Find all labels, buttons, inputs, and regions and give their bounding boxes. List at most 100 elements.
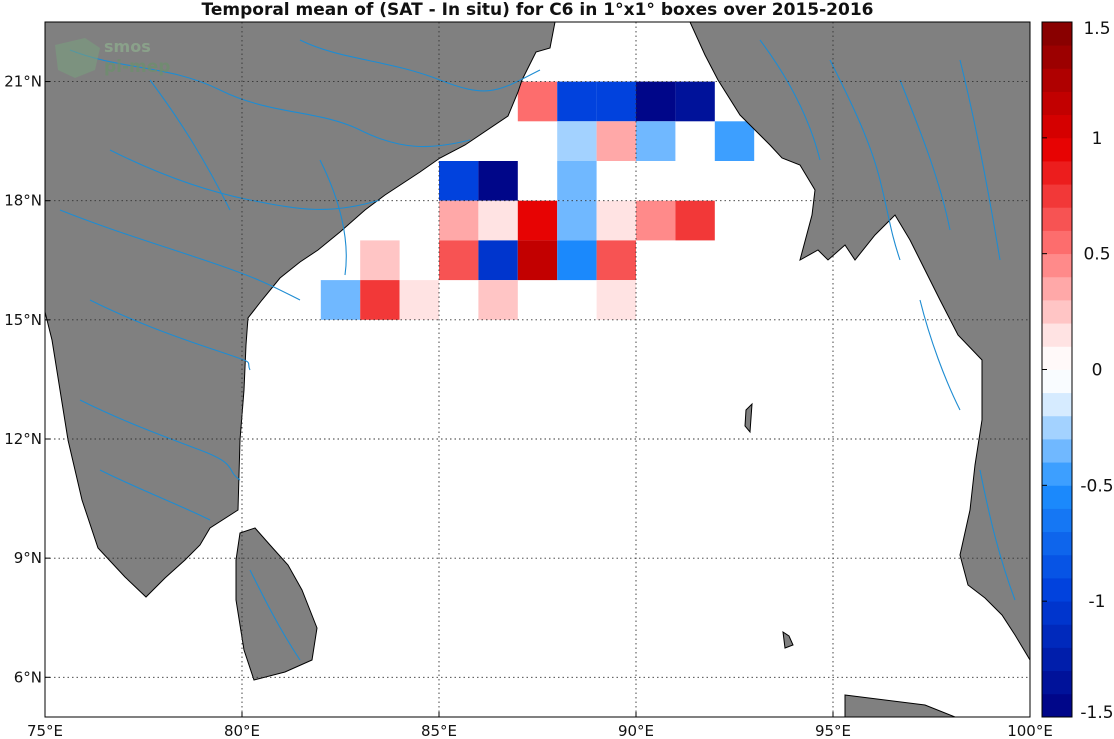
heatmap-cell-15 (557, 200, 597, 241)
colorbar-band-10 (1042, 462, 1072, 486)
land-indian-subcontinent (45, 22, 556, 598)
heatmap-cell-0 (517, 81, 558, 122)
colorbar-band-18 (1042, 276, 1072, 301)
colorbar-band-20 (1042, 230, 1072, 255)
logo-map-glyph (55, 38, 100, 78)
heatmap-cell-3 (636, 81, 676, 122)
colorbar-band-13 (1042, 392, 1072, 417)
colorbar-band-25 (1042, 114, 1072, 139)
colorbar-band-29 (1042, 22, 1072, 46)
map-title: Temporal mean of (SAT - In situ) for C6 … (201, 0, 874, 20)
land-bangladesh-myanmar (689, 22, 1030, 661)
heatmap-cell-19 (360, 240, 400, 281)
heatmap-cell-12 (439, 200, 479, 241)
smos-pi-mep-logo: smos pi-mep (55, 37, 170, 78)
svg-text:pi-mep: pi-mep (104, 57, 170, 77)
heatmap-cell-25 (320, 280, 361, 320)
colorbar-band-4 (1042, 601, 1072, 625)
lon-tick-label-2: 85°E (421, 722, 457, 739)
lon-tick-label-4: 95°E (815, 722, 851, 739)
colorbar-band-11 (1042, 439, 1072, 463)
colorbar-band-14 (1042, 369, 1072, 394)
heatmap-cell-17 (636, 200, 676, 241)
heatmap-cell-16 (596, 200, 636, 241)
heatmap-cell-14 (517, 200, 558, 241)
lon-tick-label-3: 90°E (618, 722, 654, 739)
colorbar-label-4: -0.5 (1080, 476, 1113, 496)
heatmap-cell-18 (675, 200, 715, 241)
heatmap-cell-8 (714, 121, 755, 161)
colorbar-band-24 (1042, 137, 1072, 162)
heatmap-cell-28 (478, 280, 518, 320)
heatmap-cell-4 (675, 81, 715, 122)
colorbar-labels: 1.5 1 0.5 0 -0.5 -1 -1.5 (1042, 19, 1114, 723)
colorbar-band-21 (1042, 207, 1072, 231)
lat-tick-label-4: 18°N (4, 192, 42, 210)
colorbar-label-6: -1.5 (1080, 703, 1113, 723)
lat-tick-label-5: 21°N (4, 73, 42, 91)
heatmap-cell-7 (636, 121, 676, 161)
colorbar-band-0 (1042, 693, 1072, 718)
colorbar-band-6 (1042, 554, 1072, 579)
svg-text:smos: smos (104, 37, 151, 56)
colorbar-label-3: 0 (1092, 361, 1103, 381)
heatmap-cell-23 (557, 240, 597, 281)
heatmap-cell-5 (557, 121, 597, 161)
heatmap-cell-10 (478, 161, 518, 201)
heatmap-cell-6 (596, 121, 636, 161)
heatmap-cell-26 (360, 280, 400, 320)
lon-tick-label-0: 75°E (27, 722, 63, 739)
heatmap-cell-13 (478, 200, 518, 241)
heatmap-cell-22 (517, 240, 558, 281)
heatmap-cell-20 (439, 240, 479, 281)
heatmap-cell-11 (557, 161, 597, 201)
colorbar: 1.5 1 0.5 0 -0.5 -1 -1.5 (1041, 19, 1114, 723)
colorbar-band-16 (1042, 323, 1072, 347)
land-andaman-island (744, 402, 753, 434)
lat-tick-label-2: 12°N (4, 430, 42, 448)
colorbar-band-7 (1042, 531, 1072, 556)
lat-tick-label-0: 6°N (14, 668, 42, 686)
land-sri-lanka (235, 527, 318, 681)
heatmap-cell-29 (596, 280, 636, 320)
land-sumatra-tip (844, 694, 956, 717)
heatmap-cell-2 (596, 81, 636, 122)
lon-tick-label-5: 100°E (1007, 722, 1053, 739)
heatmap-cell-21 (478, 240, 518, 281)
colorbar-band-15 (1042, 346, 1072, 370)
colorbar-band-23 (1042, 161, 1072, 185)
colorbar-band-19 (1042, 253, 1072, 278)
heatmap-cell-1 (557, 81, 597, 122)
colorbar-band-2 (1042, 647, 1072, 672)
colorbar-label-2: 0.5 (1083, 245, 1110, 265)
colorbar-band-3 (1042, 624, 1072, 648)
colorbar-band-5 (1042, 578, 1072, 602)
lon-tick-label-1: 80°E (224, 722, 260, 739)
axis-labels: 75°E 80°E 85°E 90°E 95°E 100°E 6°N 9°N 12°N 15°N 1… (4, 73, 1053, 739)
colorbar-band-28 (1042, 45, 1072, 69)
map-frame (44, 21, 1031, 718)
colorbar-band-9 (1042, 485, 1072, 509)
lat-tick-label-3: 15°N (4, 311, 42, 329)
colorbar-band-12 (1042, 415, 1072, 440)
graticule (45, 22, 1030, 717)
colorbar-band-26 (1042, 91, 1072, 116)
heatmap-cells (320, 81, 755, 320)
lat-tick-label-1: 9°N (14, 549, 42, 567)
rivers (59, 39, 1016, 661)
landmass (45, 22, 1030, 717)
land-small-island (782, 630, 794, 649)
colorbar-label-0: 1.5 (1083, 19, 1110, 39)
colorbar-band-8 (1042, 508, 1072, 533)
colorbar-label-1: 1 (1092, 129, 1103, 149)
heatmap-cell-9 (439, 161, 479, 201)
colorbar-band-1 (1042, 670, 1072, 695)
colorbar-bands (1042, 22, 1072, 718)
colorbar-band-27 (1042, 68, 1072, 92)
colorbar-band-17 (1042, 300, 1072, 324)
heatmap-cell-27 (399, 280, 439, 320)
heatmap-cell-24 (596, 240, 636, 281)
colorbar-label-5: -1 (1089, 592, 1106, 612)
colorbar-band-22 (1042, 184, 1072, 208)
